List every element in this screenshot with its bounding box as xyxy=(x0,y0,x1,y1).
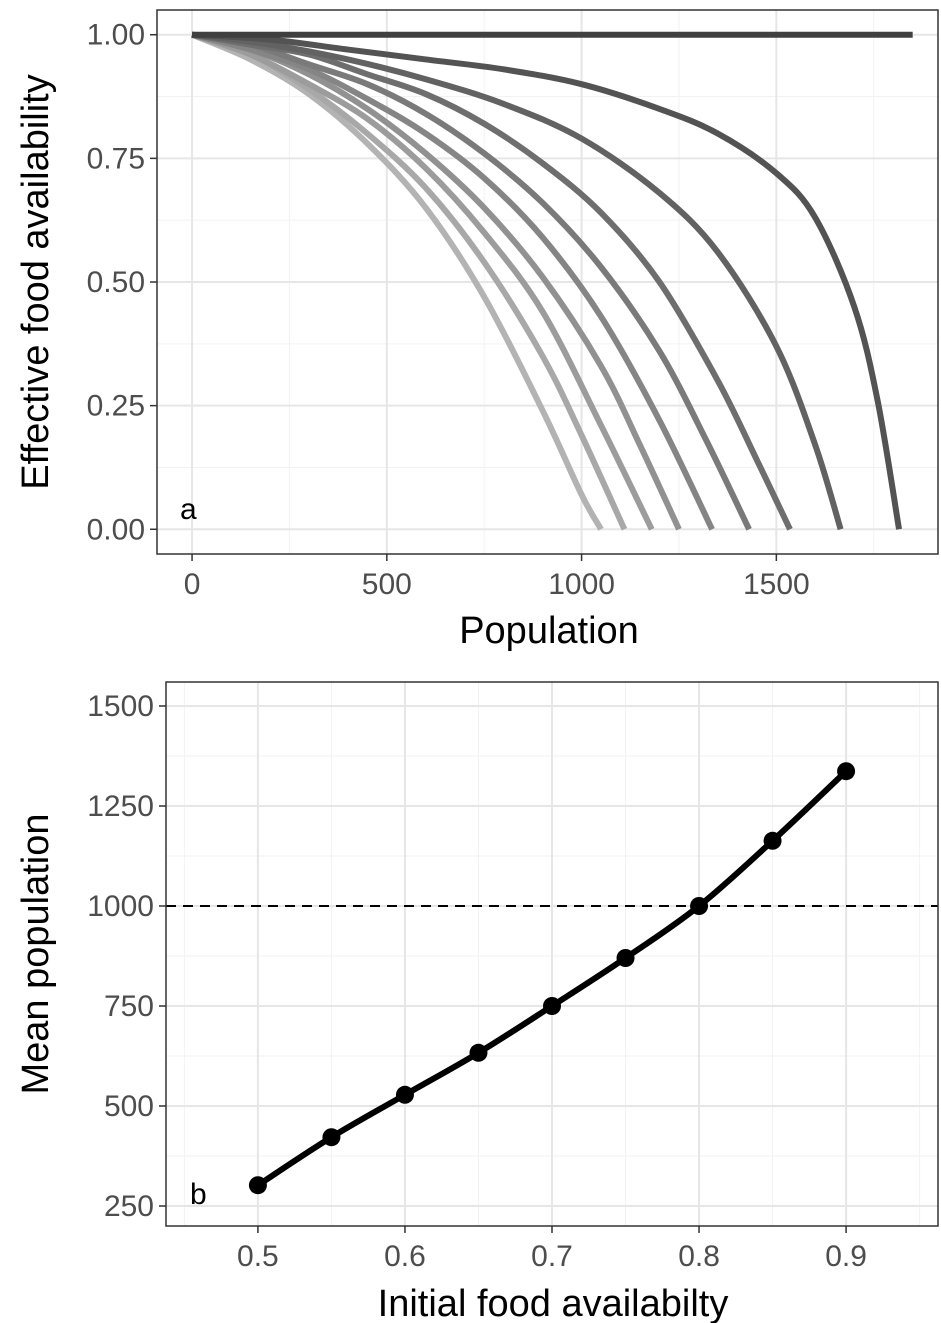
panel-b-x-axis-title: Initial food availabilty xyxy=(378,1283,729,1323)
y-tick-label-3: 1000 xyxy=(87,890,154,923)
data-point-2 xyxy=(322,1128,341,1147)
y-tick-label-5: 1500 xyxy=(87,690,154,723)
panel-a: 0 500 1000 1500 0.00 0.25 0.50 0.75 1.00 a Popul… xyxy=(15,9,939,652)
x-tick-label-1: 0.6 xyxy=(384,1240,426,1273)
panel-b-tag: b xyxy=(190,1178,207,1211)
series-line-7 xyxy=(191,31,793,531)
series-line-4 xyxy=(191,31,682,531)
panel-a-tag: a xyxy=(180,493,197,526)
y-tick-label-0: 250 xyxy=(104,1190,154,1223)
y-tick-label-1: 0.25 xyxy=(87,390,145,423)
y-tick-label-2: 750 xyxy=(104,990,154,1023)
data-point-1 xyxy=(248,1176,267,1195)
data-point-4 xyxy=(469,1043,488,1062)
data-point-8 xyxy=(763,831,782,850)
y-tick-label-0: 0.00 xyxy=(87,513,145,546)
data-point-7 xyxy=(690,897,709,915)
data-point-9 xyxy=(837,762,856,781)
panel-a-y-axis-title: Effective food availability xyxy=(15,74,57,489)
x-tick-label-4: 0.9 xyxy=(825,1240,867,1273)
series-line-1 xyxy=(190,31,604,531)
data-point-3 xyxy=(395,1085,414,1104)
panel-b-ticks: 0.5 0.6 0.7 0.8 0.9 250 500 750 1000 1250 1500 xyxy=(87,690,867,1273)
series-line-8 xyxy=(191,31,844,531)
x-tick-label-2: 0.7 xyxy=(531,1240,573,1273)
series-line-9 xyxy=(191,31,903,530)
x-tick-label-3: 0.8 xyxy=(678,1240,720,1273)
series-line-3 xyxy=(191,31,655,531)
panel-a-ticks: 0 500 1000 1500 0.00 0.25 0.50 0.75 1.00 xyxy=(87,19,810,601)
x-tick-label-2: 1000 xyxy=(548,568,615,601)
x-tick-label-3: 1500 xyxy=(743,568,810,601)
series-line-5 xyxy=(191,31,715,531)
panel-a-x-axis-title: Population xyxy=(459,610,639,652)
panel-a-lines xyxy=(190,31,913,531)
x-tick-label-1: 500 xyxy=(362,568,412,601)
y-tick-label-3: 0.75 xyxy=(87,142,145,175)
panel-b-y-axis-title: Mean population xyxy=(15,814,57,1095)
y-tick-label-2: 0.50 xyxy=(87,266,145,299)
x-tick-label-0: 0.5 xyxy=(237,1240,279,1273)
y-tick-label-1: 500 xyxy=(104,1090,154,1123)
panel-b: 0.5 0.6 0.7 0.8 0.9 250 500 750 1000 1250 1500 b I… xyxy=(15,681,939,1323)
panel-b-grid xyxy=(166,682,938,1226)
data-point-6 xyxy=(616,949,635,967)
panel-b-points xyxy=(248,762,856,1195)
series-line-6 xyxy=(191,31,752,531)
x-tick-label-0: 0 xyxy=(184,568,201,601)
y-tick-label-4: 1.00 xyxy=(87,19,145,52)
y-tick-label-4: 1250 xyxy=(87,790,154,823)
data-point-5 xyxy=(543,997,561,1015)
